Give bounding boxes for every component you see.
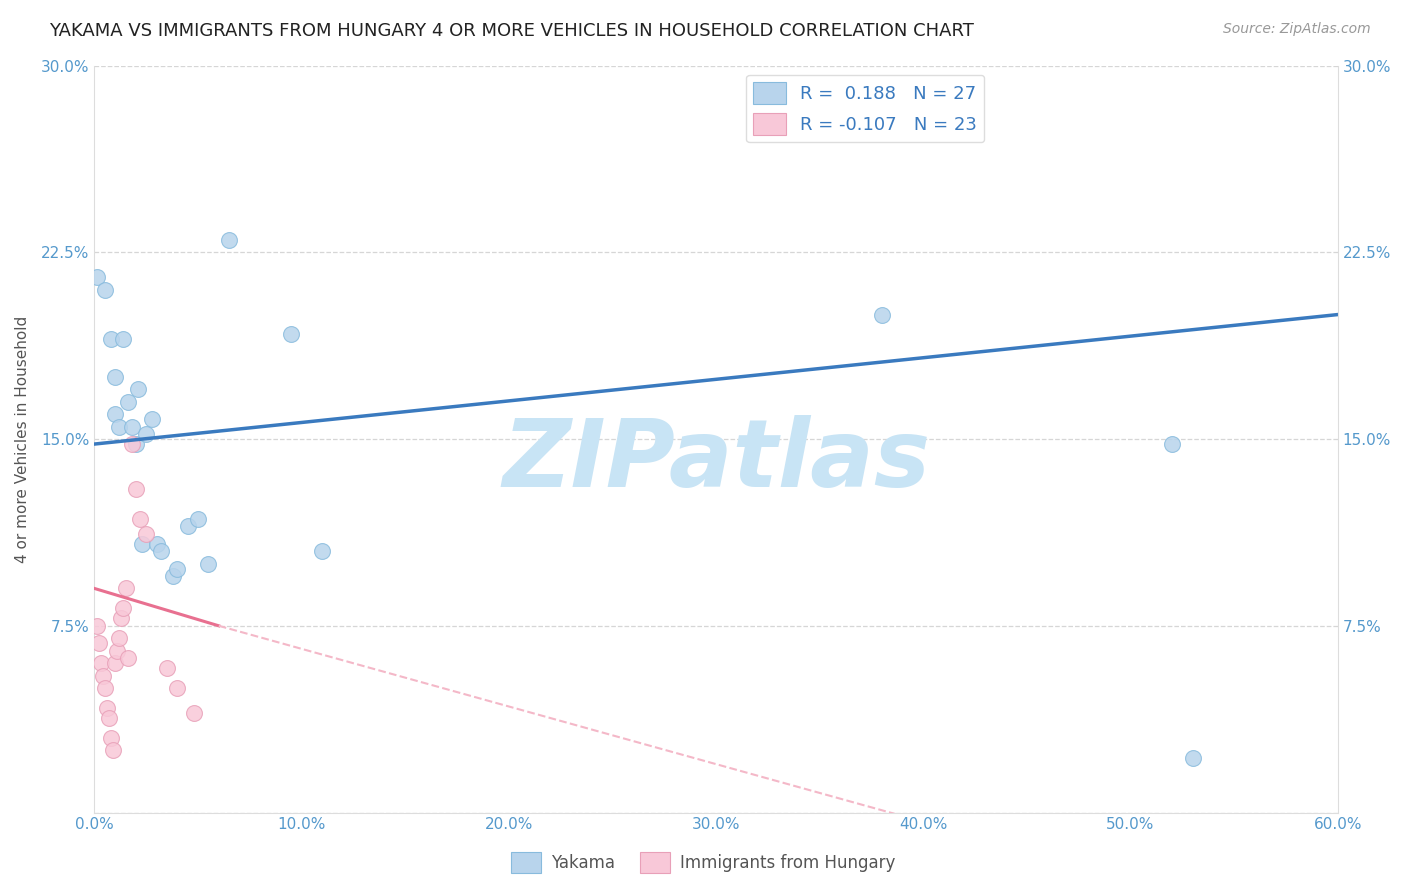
Point: [90, 656, 112, 670]
Point: [131, 536, 153, 550]
Y-axis label: 4 or more Vehicles in Household: 4 or more Vehicles in Household: [15, 316, 30, 563]
Point: [125, 482, 148, 496]
Point: [112, 601, 135, 615]
Legend: Yakama, Immigrants from Hungary: Yakama, Immigrants from Hungary: [505, 846, 901, 880]
Point: [86, 270, 108, 285]
Point: [121, 419, 143, 434]
Point: [94, 681, 117, 695]
Point: [1181, 751, 1204, 765]
Point: [87, 636, 110, 650]
Text: ZIPatlas: ZIPatlas: [502, 416, 931, 508]
Point: [104, 407, 127, 421]
Text: Source: ZipAtlas.com: Source: ZipAtlas.com: [1223, 22, 1371, 37]
Point: [121, 437, 143, 451]
Point: [100, 333, 122, 347]
Point: [135, 427, 157, 442]
Point: [91, 668, 114, 682]
Point: [129, 512, 152, 526]
Point: [177, 519, 200, 533]
Point: [197, 557, 219, 571]
Point: [105, 643, 128, 657]
Point: [117, 651, 139, 665]
Point: [117, 394, 139, 409]
Point: [280, 327, 302, 342]
Point: [187, 512, 209, 526]
Point: [135, 526, 157, 541]
Point: [162, 569, 184, 583]
Point: [108, 632, 131, 646]
Point: [114, 582, 136, 596]
Point: [183, 706, 205, 720]
Point: [156, 661, 179, 675]
Point: [166, 681, 188, 695]
Point: [125, 437, 148, 451]
Point: [110, 611, 132, 625]
Point: [145, 536, 167, 550]
Point: [100, 731, 122, 745]
Point: [112, 333, 135, 347]
Point: [96, 701, 118, 715]
Point: [104, 369, 127, 384]
Point: [98, 711, 121, 725]
Point: [218, 233, 240, 247]
Point: [149, 544, 172, 558]
Point: [311, 544, 333, 558]
Point: [101, 743, 124, 757]
Point: [108, 419, 131, 434]
Point: [94, 283, 117, 297]
Point: [127, 382, 149, 396]
Point: [1160, 437, 1182, 451]
Point: [86, 619, 108, 633]
Legend: R =  0.188   N = 27, R = -0.107   N = 23: R = 0.188 N = 27, R = -0.107 N = 23: [747, 75, 984, 142]
Point: [870, 308, 893, 322]
Point: [104, 656, 127, 670]
Point: [166, 561, 188, 575]
Text: YAKAMA VS IMMIGRANTS FROM HUNGARY 4 OR MORE VEHICLES IN HOUSEHOLD CORRELATION CH: YAKAMA VS IMMIGRANTS FROM HUNGARY 4 OR M…: [49, 22, 974, 40]
Point: [141, 412, 163, 426]
